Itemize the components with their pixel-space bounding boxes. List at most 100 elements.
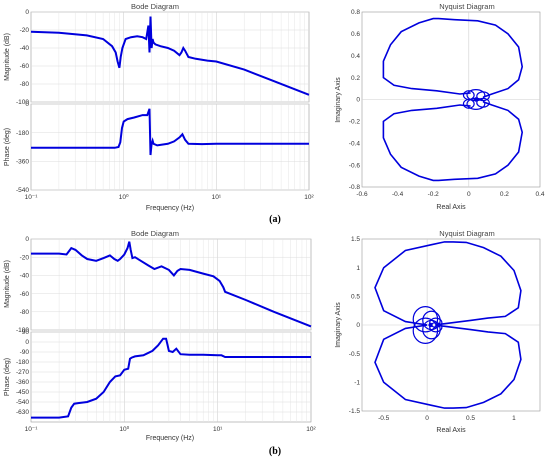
bode-a-mag-ytick-label: -60 xyxy=(20,63,30,70)
bode-b-phase-ytick-label: -90 xyxy=(20,349,30,356)
nyquist-a-ytick-label: -0.6 xyxy=(349,162,361,169)
bode-b-ticks: -100 -80 -60 -40 -20 0 -630 -540 -450 -360 -270 -18… xyxy=(16,236,317,433)
nyquist-b-inner-loop xyxy=(412,306,439,333)
nyquist-b-inner-loop xyxy=(412,317,439,344)
bode-b-phase-frame xyxy=(30,331,312,423)
nyquist-a-ytick-label: 0.4 xyxy=(351,53,360,60)
nyquist-a-title: Nyquist Diagram xyxy=(439,2,494,11)
bode-b-mag-ytick-label: -40 xyxy=(20,273,30,280)
bode-b-mag-ytick-label: 0 xyxy=(25,236,29,243)
nyquist-a-ytick-label: -0.4 xyxy=(349,140,361,147)
nyquist-b-xtick-label: 0 xyxy=(425,415,429,422)
nyquist-b-zero-lines xyxy=(362,239,540,411)
nyquist-a-inner-loop xyxy=(476,91,490,102)
bode-b-title: Bode Diagram xyxy=(131,229,179,238)
bode-b-phase-line xyxy=(31,337,311,419)
nyquist-a-xtick-label: 0 xyxy=(467,191,471,198)
nyquist-a-upper-branch xyxy=(382,17,524,99)
bode-a-mag-ytick-label: -80 xyxy=(20,81,30,88)
bode-b-phase-ytick-label: 0 xyxy=(25,339,29,346)
nyquist-a-inner-loop xyxy=(462,98,475,109)
bode-b-phase-ytick-label: -630 xyxy=(16,409,29,416)
bode-b-xtick-label: 10¹ xyxy=(213,426,223,433)
bode-b-phase-ytick-label: -360 xyxy=(16,379,29,386)
nyquist-a-inner-loop xyxy=(476,97,490,108)
bode-a-mag-frame xyxy=(30,11,310,103)
nyquist-b-xtick-label: 1 xyxy=(512,415,516,422)
nyquist-a-ylabel: Imaginary Axis xyxy=(335,77,342,123)
bode-b-phase-ytick-label: -270 xyxy=(16,369,29,376)
bode-b-xtick-label: 10² xyxy=(306,426,316,433)
bode-a-xtick-label: 10⁻¹ xyxy=(25,194,39,201)
bode-a-phase-line xyxy=(31,108,309,156)
nyquist-b-ytick-label: -1 xyxy=(354,380,360,387)
nyquist-b-xlabel: Real Axis xyxy=(436,427,466,434)
nyquist-b-lower-branch xyxy=(374,324,522,409)
bode-a-mag-ytick-label: -100 xyxy=(16,99,29,106)
nyquist-a-xlabel: Real Axis xyxy=(436,204,466,211)
nyquist-b-inner-loop xyxy=(422,319,441,340)
nyquist-diagram-a: Nyquist Diagram -0.6 -0.4 -0.2 0 0.2 0.4 -0.8 -… xyxy=(335,2,545,211)
nyquist-a-xtick-label: 0.2 xyxy=(500,191,509,198)
nyquist-a-ytick-label: 0 xyxy=(356,97,360,104)
nyquist-a-curves xyxy=(382,17,524,182)
bode-b-grid xyxy=(31,238,311,422)
nyquist-a-ticks: -0.6 -0.4 -0.2 0 0.2 0.4-0.8-0.6-0.4-0.200.20… xyxy=(349,9,545,198)
bode-a-xtick-label: 10⁰ xyxy=(119,193,129,201)
nyquist-b-ytick-label: -1.5 xyxy=(349,408,361,415)
bode-a-phase-ylabel: Phase (deg) xyxy=(4,128,11,166)
nyquist-a-ytick-label: 0.6 xyxy=(351,31,360,38)
nyquist-b-origin-cluster xyxy=(428,322,433,328)
bode-a-magnitude-line xyxy=(30,16,310,96)
nyquist-b-ticks: -0.5 0 0.5 1 -1.5 -1 -0.5 0 0.5 1 1.5 xyxy=(349,236,516,422)
bode-b-mag-ytick-label: -80 xyxy=(20,309,30,316)
nyquist-diagram-b: Nyquist Diagram -0.5 0 0.5 1 -1.5 -1 -0.5 0 0.5 1… xyxy=(335,229,541,434)
bode-b-mag-ylabel: Magnitude (dB) xyxy=(4,260,11,308)
bode-b-phase-ylabel: Phase (deg) xyxy=(4,358,11,396)
nyquist-b-upper-branch xyxy=(374,241,522,326)
nyquist-b-xtick-label: -0.5 xyxy=(378,415,390,422)
nyquist-a-ytick-label: -0.2 xyxy=(349,119,361,126)
nyquist-b-ytick-label: 0.5 xyxy=(351,294,360,301)
nyquist-a-xtick-label: -0.4 xyxy=(392,191,404,198)
bode-a-phase-ytick-label: -180 xyxy=(16,130,29,137)
bode-b-mag-frame xyxy=(30,238,312,331)
bode-b-phase-ytick-label: 90 xyxy=(22,329,30,336)
bode-a-phase-ytick-label: -540 xyxy=(16,187,29,194)
bode-b-phase-ytick-label: -540 xyxy=(16,399,29,406)
bode-b-xlabel: Frequency (Hz) xyxy=(146,435,194,442)
bode-a-xtick-label: 10¹ xyxy=(212,194,222,201)
nyquist-b-ytick-label: -0.5 xyxy=(349,351,361,358)
nyquist-a-ytick-label: 0.2 xyxy=(351,75,360,82)
bode-b-mag-ytick-label: -100 xyxy=(16,327,29,334)
bode-a-phase-ytick-label: -360 xyxy=(16,159,29,166)
nyquist-b-title: Nyquist Diagram xyxy=(439,229,494,238)
bode-b-mag-ytick-label: -20 xyxy=(20,254,30,261)
nyquist-a-lower-branch xyxy=(382,100,524,182)
nyquist-b-inner-loop xyxy=(429,317,443,328)
nyquist-b-ylabel: Imaginary Axis xyxy=(335,302,342,348)
subfigure-label-a: (a) xyxy=(269,214,281,225)
bode-a-mag-ytick-label: -20 xyxy=(20,27,30,34)
bode-a-mag-ytick-label: -40 xyxy=(20,45,30,52)
bode-b-magnitude-line xyxy=(31,241,312,328)
bode-a-title: Bode Diagram xyxy=(131,2,179,11)
nyquist-b-ytick-label: 1 xyxy=(356,265,360,272)
nyquist-b-curves xyxy=(374,241,522,409)
nyquist-b-ytick-label: 1.5 xyxy=(351,236,360,243)
bode-a-mag-ylabel: Magnitude (dB) xyxy=(4,33,11,81)
bode-a-xlabel: Frequency (Hz) xyxy=(146,205,194,212)
nyquist-a-ytick-label: -0.8 xyxy=(349,184,361,191)
bode-b-xtick-label: 10⁻¹ xyxy=(25,426,39,433)
bode-diagram-a: Bode Diagram -100 -80 -60 -40 -20 0 -540 -360 -1… xyxy=(4,2,315,212)
bode-b-phase-ytick-label: -180 xyxy=(16,359,29,366)
bode-a-mag-ytick-label: 0 xyxy=(25,9,29,16)
nyquist-b-inner-loop xyxy=(429,322,443,333)
bode-diagram-b: Bode Diagram -100 -80 -60 -40 -20 0 -630 -540 -4… xyxy=(4,229,317,442)
nyquist-b-ytick-label: 0 xyxy=(356,322,360,329)
bode-a-xtick-label: 10² xyxy=(304,194,314,201)
bode-b-mag-ytick-label: -60 xyxy=(20,291,30,298)
bode-b-xtick-label: 10⁰ xyxy=(119,425,129,433)
bode-b-phase-ytick-label: -450 xyxy=(16,389,29,396)
